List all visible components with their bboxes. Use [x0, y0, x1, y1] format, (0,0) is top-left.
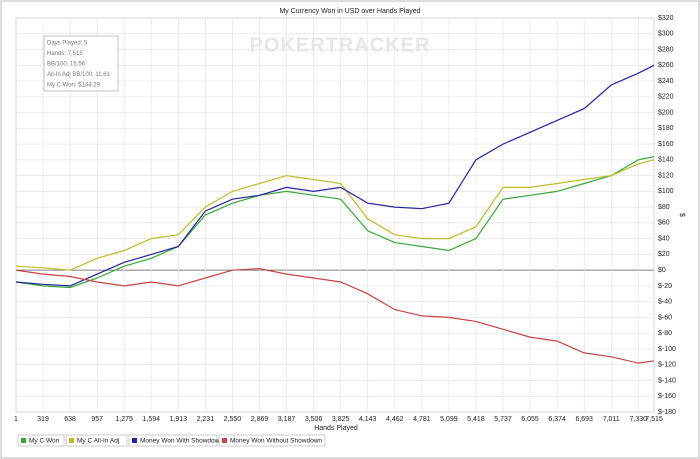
x-tick-label: 7,011	[603, 416, 620, 423]
y-tick-label: $-60	[658, 314, 672, 321]
x-tick-label: 1,275	[115, 416, 133, 423]
legend-item[interactable]	[218, 434, 326, 447]
plot-area	[15, 17, 655, 413]
y-tick-label: $-100	[658, 346, 676, 353]
info-line: All-In Adj BB/100: 11.61	[47, 72, 111, 78]
x-tick-label: 1	[14, 416, 18, 423]
legend-label: Money Won With Showdown	[140, 438, 223, 445]
y-tick-label: $320	[658, 15, 674, 22]
x-tick-label: 5,737	[494, 416, 512, 423]
y-tick-label: $160	[658, 141, 674, 148]
y-tick-label: $300	[658, 31, 674, 38]
x-tick-label: 6,693	[575, 416, 593, 423]
x-tick-label: 3,187	[278, 416, 296, 423]
legend-swatch	[132, 438, 137, 443]
x-tick-label: 2,869	[251, 416, 269, 423]
x-tick-label: 4,143	[359, 416, 377, 423]
legend-swatch	[222, 438, 227, 443]
legend-label: Money Won Without Showdown	[230, 438, 322, 445]
info-line: BB/100: 15.56	[47, 62, 86, 68]
legend-label: My C All-In Adj	[77, 438, 119, 445]
y-tick-label: $-160	[658, 393, 676, 400]
series-line	[15, 156, 655, 289]
chart-title: My Currency Won in USD over Hands Played	[279, 8, 420, 15]
x-tick-label: 319	[37, 416, 49, 423]
info-box	[43, 35, 119, 92]
y-tick-label: $220	[658, 94, 674, 101]
x-tick-label: 4,781	[413, 416, 431, 423]
x-tick-label: 1,913	[170, 416, 188, 423]
lines	[15, 64, 655, 364]
x-tick-label: 7,515	[645, 416, 663, 423]
x-tick-label: 5,099	[440, 416, 458, 423]
y-tick-label: $100	[658, 188, 674, 195]
legend-item[interactable]	[17, 434, 65, 447]
legend-item[interactable]	[128, 434, 218, 447]
info-line: Hands: 7,515	[47, 51, 83, 57]
legend-swatch	[69, 438, 74, 443]
y-tick-label: $-80	[658, 330, 672, 337]
y-tick-label: $60	[658, 220, 670, 227]
x-tick-label: 2,550	[224, 416, 242, 423]
y-tick-label: $280	[658, 46, 674, 53]
y-tick-label: $20	[658, 251, 670, 258]
legend-label: My C Won	[29, 438, 60, 445]
series-line	[15, 267, 655, 364]
y-tick-label: $-140	[658, 377, 676, 384]
y-tick-label: $140	[658, 157, 674, 164]
y-tick-label: $80	[658, 204, 670, 211]
y-tick-label: $-120	[658, 362, 676, 369]
y-tick-label: $120	[658, 172, 674, 179]
x-tick-label: 3,506	[305, 416, 323, 423]
y-axis-title: $	[678, 213, 685, 217]
legend-swatch	[21, 438, 26, 443]
legend-item[interactable]	[65, 434, 128, 447]
y-tick-label: $40	[658, 235, 670, 242]
x-tick-label: 638	[64, 416, 76, 423]
y-tick-label: $-40	[658, 299, 672, 306]
y-tick-label: $-20	[658, 283, 672, 290]
y-tick-label: $260	[658, 62, 674, 69]
series-line	[15, 64, 655, 287]
watermark: POKERTRACKER	[250, 34, 431, 56]
y-tick-label: $0	[658, 267, 666, 274]
x-tick-label: 6,055	[521, 416, 539, 423]
x-tick-label: 1,594	[142, 416, 160, 423]
x-tick-label: 4,462	[386, 416, 404, 423]
x-tick-label: 3,825	[332, 416, 350, 423]
y-tick-label: $180	[658, 125, 674, 132]
x-axis-title: Hands Played	[314, 425, 358, 432]
x-tick-label: 5,418	[467, 416, 485, 423]
y-tick-label: $-180	[658, 409, 676, 416]
info-line: My C Won: $144.29	[47, 83, 101, 89]
info-line: Days Played: 5	[47, 41, 88, 47]
x-tick-label: 957	[91, 416, 103, 423]
x-tick-label: 2,231	[197, 416, 215, 423]
series-line	[15, 159, 655, 271]
y-tick-label: $240	[658, 78, 674, 85]
x-tick-label: 6,374	[548, 416, 566, 423]
x-tick-label: 7,330	[630, 416, 648, 423]
y-tick-label: $200	[658, 109, 674, 116]
